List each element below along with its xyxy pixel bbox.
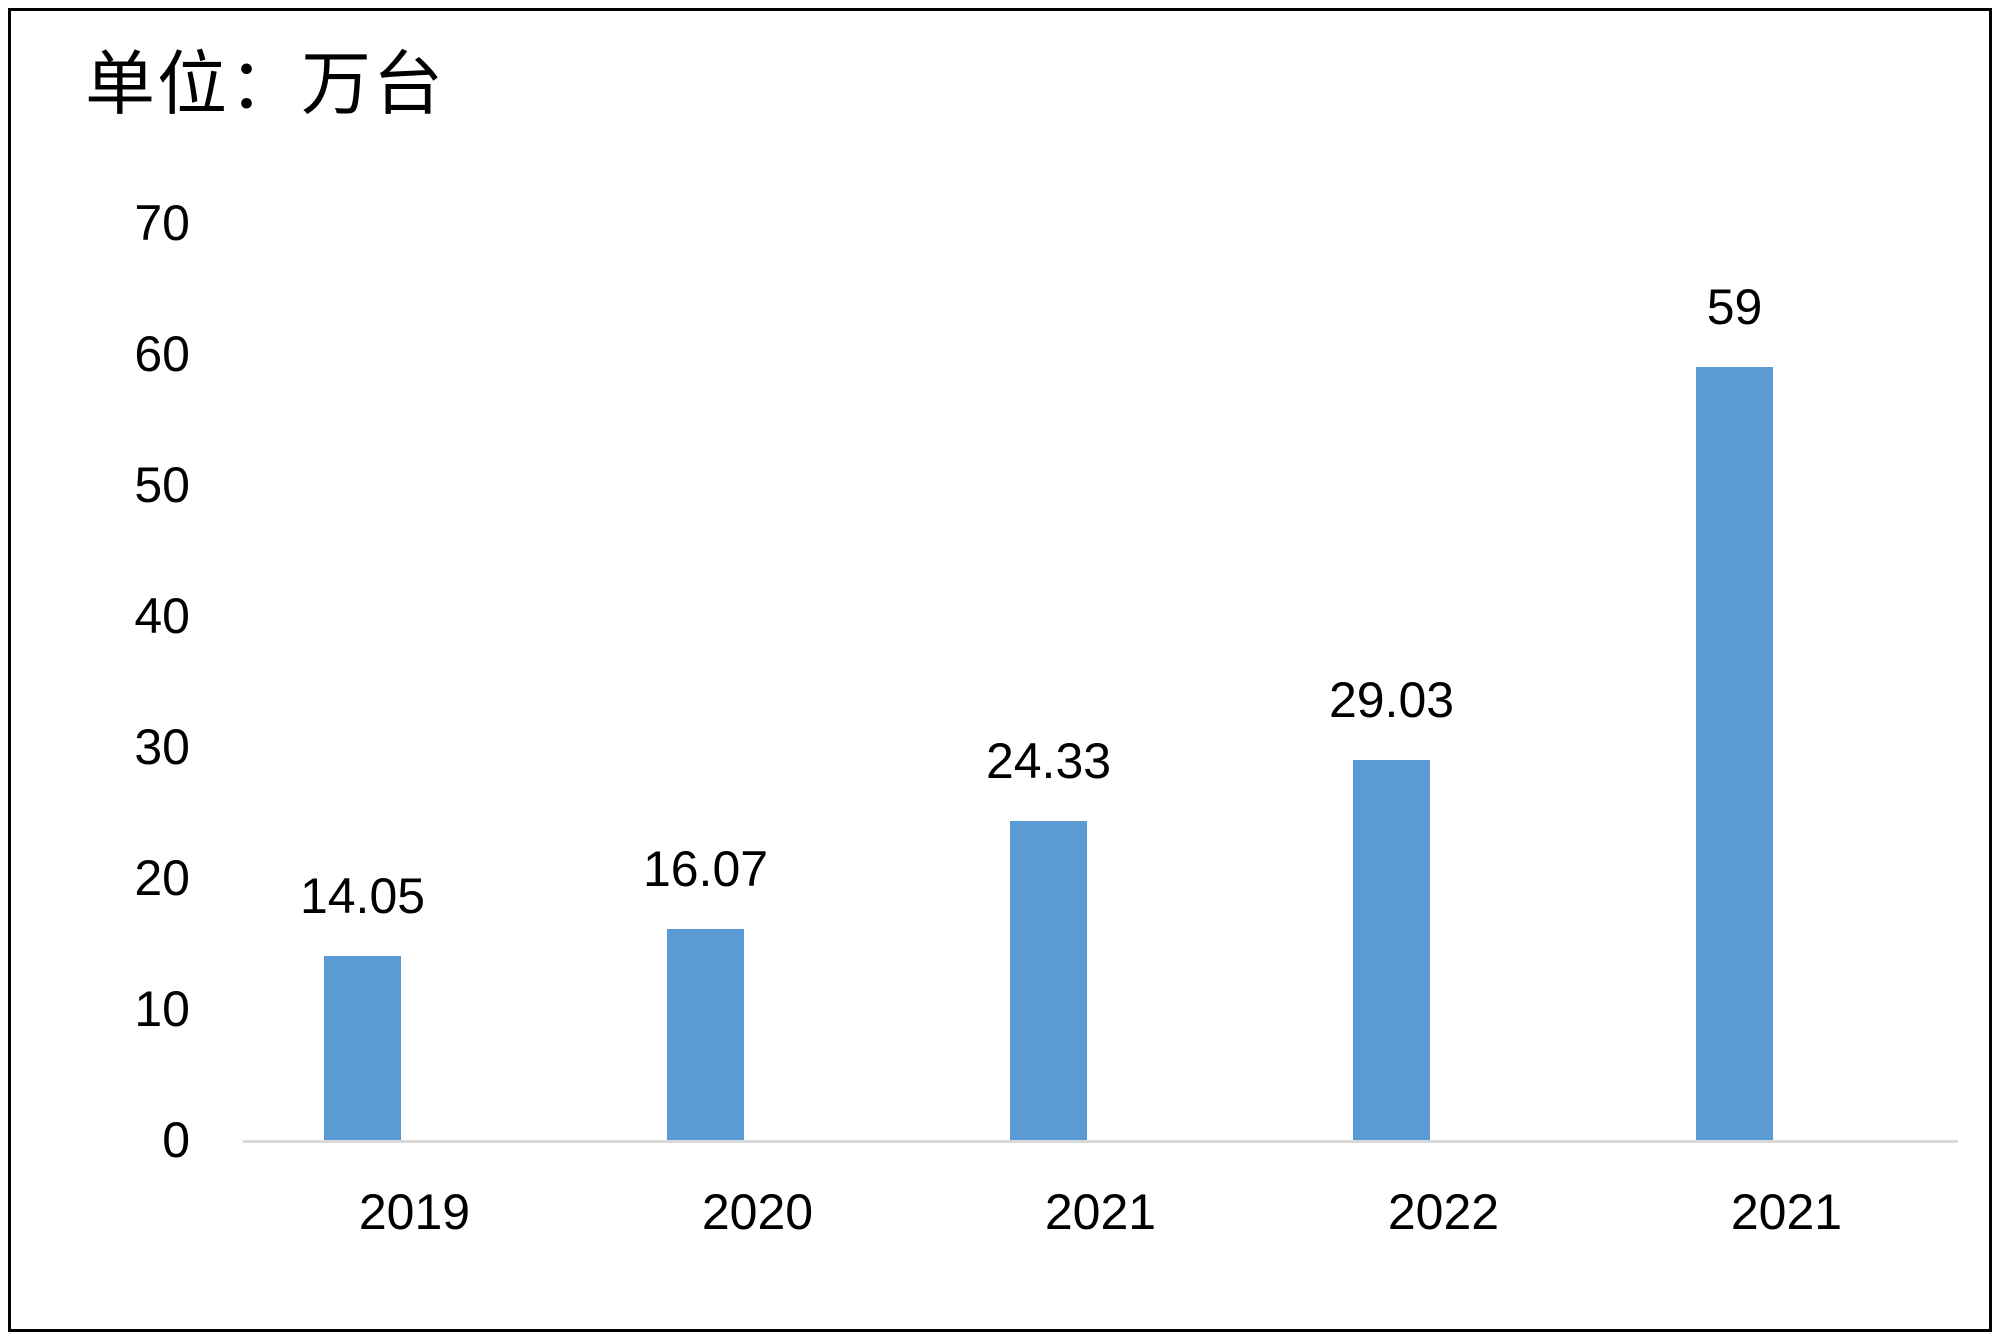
y-axis-tick-label: 0 [162, 1112, 190, 1168]
x-axis-category-label: 2022 [1387, 1184, 1500, 1240]
bar-value-label: 24.33 [985, 733, 1112, 789]
bar-value-label: 14.05 [299, 868, 426, 924]
bar-2021-4 [1696, 367, 1773, 1140]
bar-value-label: 16.07 [642, 841, 769, 897]
bar-2021-2 [1010, 821, 1087, 1140]
y-axis-tick-label: 50 [134, 457, 190, 513]
y-axis-tick-label: 10 [134, 981, 190, 1037]
image-frame-border [8, 8, 1992, 1332]
bar-value-label: 29.03 [1328, 672, 1455, 728]
y-axis-tick-label: 40 [134, 588, 190, 644]
y-axis-tick-label: 70 [134, 195, 190, 251]
x-axis-category-label: 2021 [1044, 1184, 1157, 1240]
chart-unit-title: 单位：万台 [85, 43, 445, 125]
x-axis-line [243, 1140, 1958, 1143]
x-axis-category-label: 2020 [701, 1184, 814, 1240]
bar-value-label: 59 [1706, 279, 1763, 335]
bar-2019-0 [324, 956, 401, 1140]
x-axis-category-label: 2021 [1730, 1184, 1843, 1240]
bar-2022-3 [1353, 760, 1430, 1140]
y-axis-tick-label: 60 [134, 326, 190, 382]
y-axis-tick-label: 30 [134, 719, 190, 775]
x-axis-category-label: 2019 [358, 1184, 471, 1240]
bar-2020-1 [667, 929, 744, 1140]
y-axis-tick-label: 20 [134, 850, 190, 906]
